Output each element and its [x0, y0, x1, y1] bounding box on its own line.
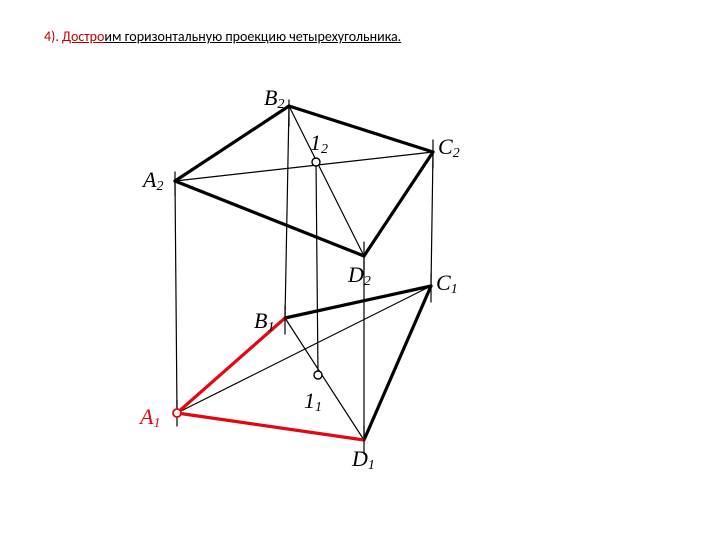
- label-D1: D1: [352, 446, 375, 472]
- label-A2: A2: [143, 167, 163, 193]
- label-C2: C2: [438, 134, 460, 160]
- label-12: 12: [310, 130, 328, 156]
- label-C1: C1: [436, 270, 458, 296]
- label-A1: A1: [140, 404, 160, 430]
- label-D2: D2: [348, 262, 371, 288]
- label-B2: B2: [264, 85, 284, 111]
- label-11: 11: [304, 388, 322, 414]
- label-B1: B1: [254, 308, 274, 334]
